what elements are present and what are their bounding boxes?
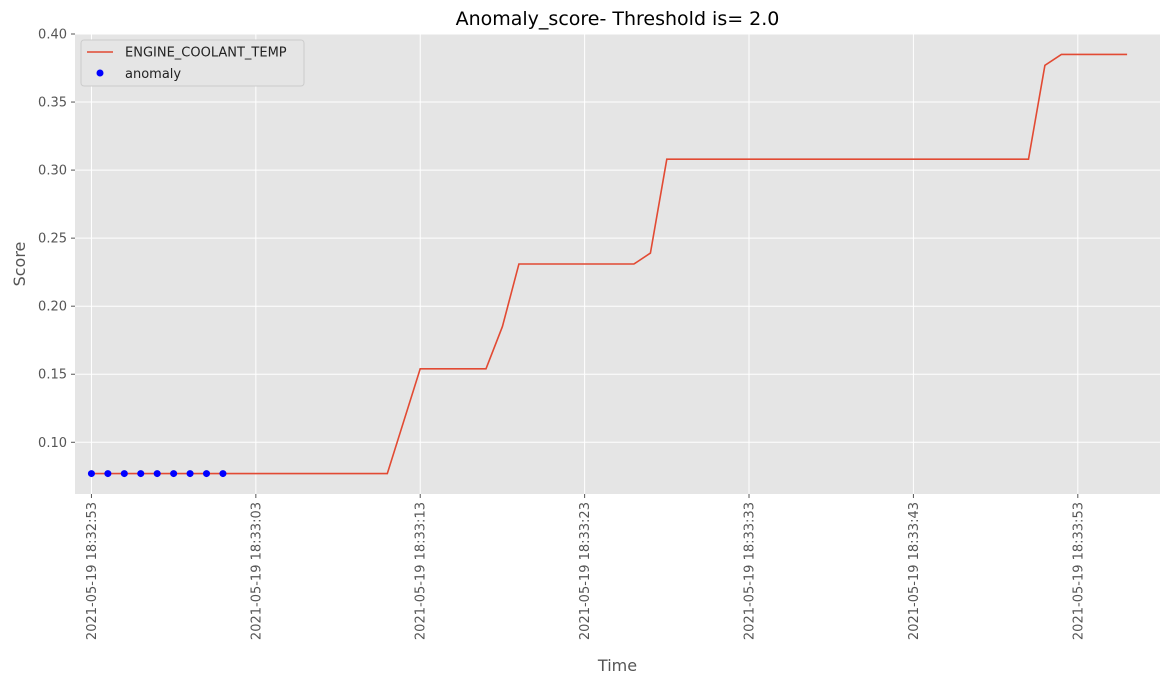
legend-dot-swatch	[96, 69, 104, 77]
series-line-engine-coolant-temp	[91, 53, 1128, 475]
x-tick-label: 2021-05-19 18:32:53	[85, 502, 100, 640]
y-axis-label: Score	[10, 242, 29, 287]
x-tick-label: 2021-05-19 18:33:33	[743, 502, 758, 640]
x-tick-label: 2021-05-19 18:33:13	[414, 502, 429, 640]
x-tick-label: 2021-05-19 18:33:43	[907, 502, 922, 640]
legend: ENGINE_COOLANT_TEMP anomaly	[80, 39, 305, 87]
y-tick-label: 0.30	[38, 164, 67, 179]
y-tick-label: 0.15	[38, 368, 67, 383]
anomaly-point	[203, 470, 211, 478]
legend-entry-engine-coolant-temp: ENGINE_COOLANT_TEMP	[125, 46, 287, 61]
anomaly-point	[219, 470, 227, 478]
x-tick-label: 2021-05-19 18:33:23	[578, 502, 593, 640]
anomaly-point	[170, 470, 178, 478]
y-tick-label: 0.25	[38, 232, 67, 247]
anomaly-point	[104, 470, 112, 478]
y-tick-label: 0.40	[38, 28, 67, 43]
y-axis-ticks: 0.10 0.15 0.20 0.25 0.30 0.35 0.40	[38, 28, 75, 451]
y-tick-label: 0.10	[38, 436, 67, 451]
anomaly-point	[120, 470, 128, 478]
x-tick-label: 2021-05-19 18:33:03	[249, 502, 264, 640]
legend-box	[80, 39, 305, 87]
anomaly-point	[87, 470, 95, 478]
x-tick-label: 2021-05-19 18:33:53	[1071, 502, 1086, 640]
chart-title: Anomaly_score- Threshold is= 2.0	[456, 8, 780, 30]
anomaly-point	[186, 470, 194, 478]
anomaly-point	[137, 470, 145, 478]
legend-entry-anomaly: anomaly	[125, 67, 181, 82]
y-tick-label: 0.20	[38, 300, 67, 315]
x-axis-ticks: 2021-05-19 18:32:53 2021-05-19 18:33:03 20…	[85, 494, 1086, 640]
anomaly-point	[153, 470, 161, 478]
y-tick-label: 0.35	[38, 96, 67, 111]
series-layer	[87, 53, 1128, 478]
x-axis-label: Time	[597, 656, 637, 675]
